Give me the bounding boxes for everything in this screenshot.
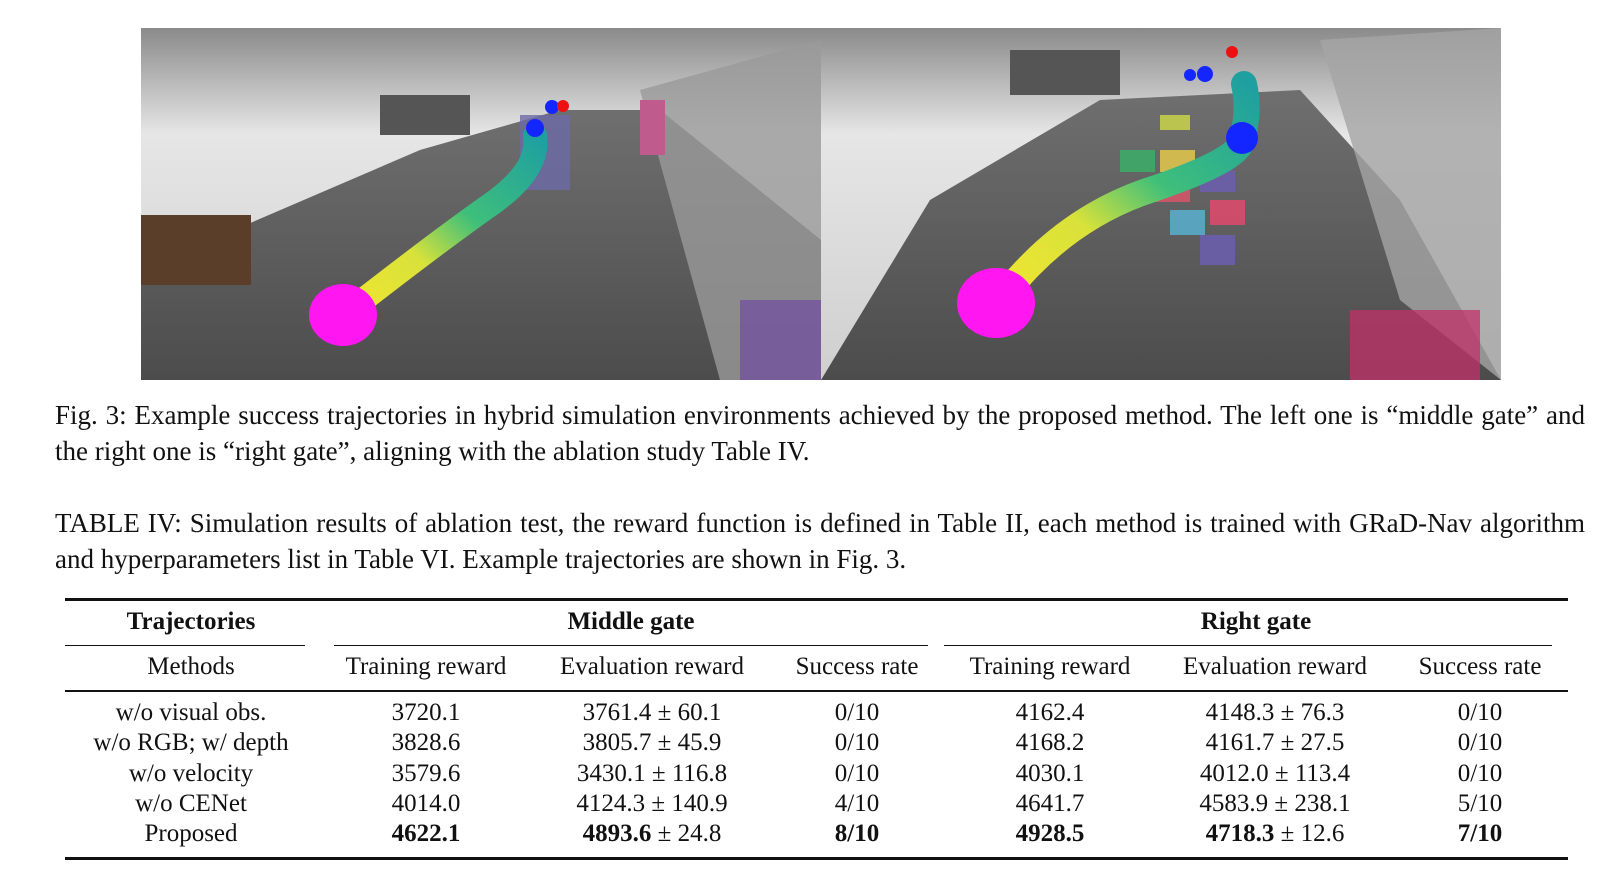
mean: 4893.6 [582, 820, 652, 848]
table-cell: 5/10 [1457, 789, 1503, 817]
table-rule [65, 598, 1568, 601]
table-cell: 3430.1 ± 116.8 [577, 760, 727, 788]
mean: 3430.1 [576, 759, 646, 787]
table-cell: 4148.3 ± 76.3 [1206, 699, 1345, 727]
table-cell: 4012.0 ± 113.4 [1200, 760, 1350, 788]
table-cell: 4161.7 ± 27.5 [1206, 729, 1345, 757]
table-rule [334, 645, 928, 647]
methods-header: Methods [147, 653, 235, 680]
spread: ± 76.3 [1280, 699, 1345, 726]
spread: ± 140.9 [651, 789, 728, 817]
group-header: Middle gate [567, 608, 695, 635]
table-cell: 4893.6 ± 24.8 [583, 820, 722, 848]
mean: 4583.9 [1199, 789, 1269, 817]
right-image [821, 28, 1501, 380]
figure-caption: Fig. 3: Example success trajectories in … [55, 400, 1585, 466]
table-cell: 3805.7 ± 45.9 [583, 729, 722, 757]
mean: 4124.3 [576, 789, 646, 817]
table-cell: 7/10 [1457, 820, 1503, 848]
table-cell: 4622.1 [391, 820, 461, 848]
table-cell: 3720.1 [391, 699, 461, 726]
table-cell: 0/10 [1457, 759, 1503, 787]
table-cell: 4162.4 [1015, 699, 1085, 726]
table-rule [65, 690, 1568, 692]
row-header: Trajectories [126, 608, 256, 635]
mean: 4012.0 [1199, 759, 1269, 787]
table-rule [65, 857, 1568, 860]
left-image [141, 28, 821, 380]
spread: ± 27.5 [1280, 729, 1345, 757]
table-cell: 4168.2 [1015, 729, 1085, 757]
table-cell: 3761.4 ± 60.1 [583, 699, 722, 727]
table-cell: 3579.6 [391, 759, 461, 787]
table-cell: 0/10 [834, 729, 880, 757]
column-header: Success rate [1418, 653, 1542, 680]
mean: 4148.3 [1205, 699, 1275, 726]
spread: ± 238.1 [1274, 789, 1351, 817]
mean: 4161.7 [1205, 729, 1275, 757]
table-rule [944, 645, 1552, 647]
mean: 3761.4 [582, 699, 652, 726]
mean: 4718.3 [1205, 820, 1275, 848]
table-cell: 4030.1 [1015, 759, 1085, 787]
method-cell: w/o RGB; w/ depth [93, 729, 289, 757]
method-cell: Proposed [144, 820, 238, 848]
group-header: Right gate [1200, 608, 1312, 635]
method-cell: w/o velocity [128, 759, 254, 787]
table-cell: 4014.0 [391, 789, 461, 817]
column-header: Training reward [345, 653, 507, 680]
spread: ± 113.4 [1274, 759, 1351, 787]
mean: 3805.7 [582, 729, 652, 757]
table-cell: 0/10 [1457, 699, 1503, 726]
spread: ± 116.8 [651, 759, 728, 787]
method-cell: w/o CENet [135, 789, 247, 817]
column-header: Training reward [969, 653, 1131, 680]
spread: ± 24.8 [657, 820, 722, 848]
column-header: Evaluation reward [560, 653, 744, 680]
table-cell: 3828.6 [391, 729, 461, 757]
column-header: Evaluation reward [1183, 653, 1367, 680]
figure-images [141, 28, 1501, 380]
table-cell: 4641.7 [1015, 789, 1085, 817]
spread: ± 60.1 [657, 699, 722, 726]
table-cell: 4583.9 ± 238.1 [1199, 790, 1350, 818]
table-cell: 0/10 [834, 759, 880, 787]
table-cell: 4124.3 ± 140.9 [576, 790, 727, 818]
table-cell: 4/10 [834, 789, 880, 817]
table-cell: 0/10 [834, 699, 880, 726]
column-header: Success rate [795, 653, 919, 680]
table-caption: TABLE IV: Simulation results of ablation… [55, 508, 1585, 574]
method-cell: w/o visual obs. [115, 699, 267, 726]
table-cell: 8/10 [834, 820, 880, 848]
table-cell: 4718.3 ± 12.6 [1206, 820, 1345, 848]
table-rule [65, 645, 305, 647]
table-cell: 4928.5 [1015, 820, 1085, 848]
spread: ± 12.6 [1280, 820, 1345, 848]
table-cell: 0/10 [1457, 729, 1503, 757]
spread: ± 45.9 [657, 729, 722, 757]
